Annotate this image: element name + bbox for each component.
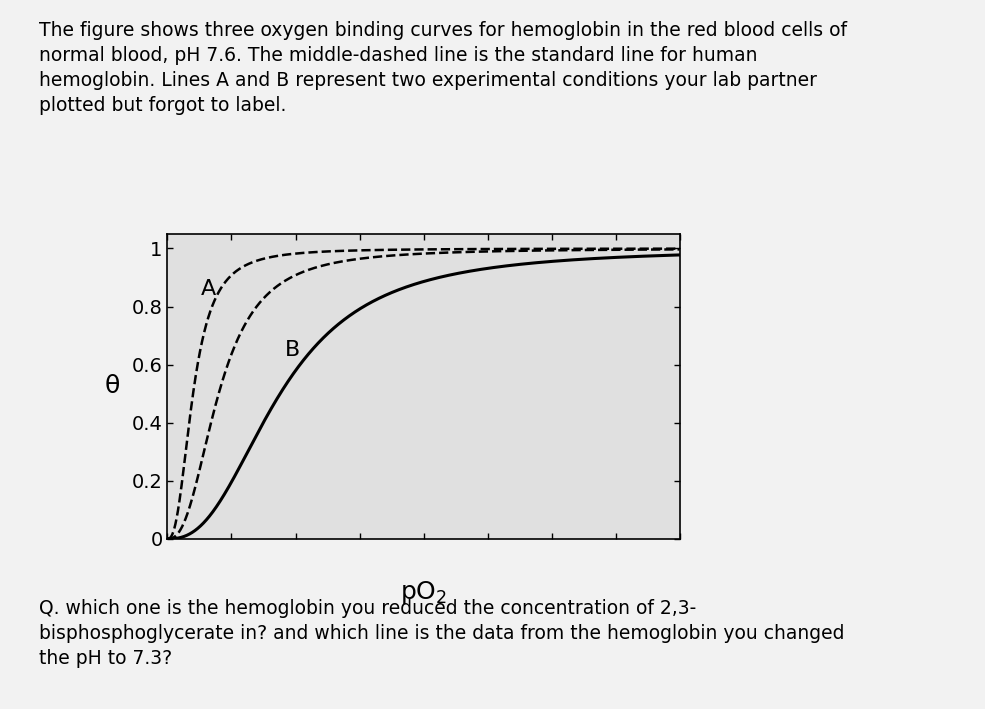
Text: A: A (201, 279, 216, 299)
Text: The figure shows three oxygen binding curves for hemoglobin in the red blood cel: The figure shows three oxygen binding cu… (39, 21, 847, 116)
Text: pO$_2$: pO$_2$ (400, 579, 447, 605)
Text: Q. which one is the hemoglobin you reduced the concentration of 2,3-
bisphosphog: Q. which one is the hemoglobin you reduc… (39, 599, 845, 668)
Y-axis label: θ: θ (104, 374, 120, 398)
Text: B: B (286, 340, 300, 360)
